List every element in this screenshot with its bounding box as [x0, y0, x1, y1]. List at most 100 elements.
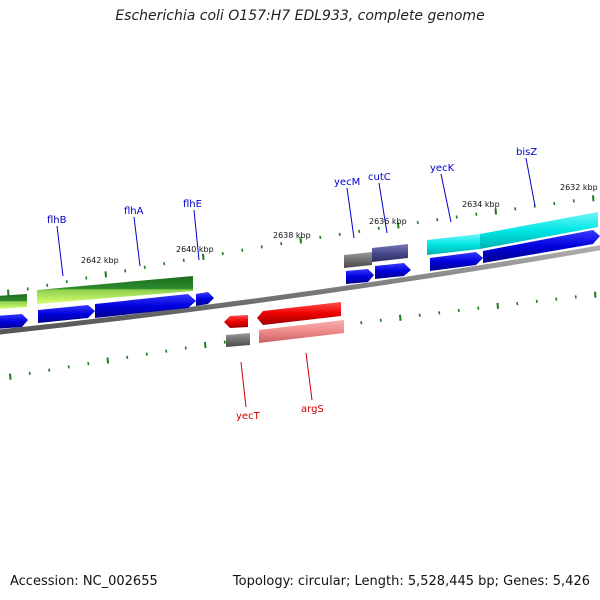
topology-text: Topology: circular; Length: 5,528,445 bp… [232, 574, 590, 589]
gene-label-flhB[interactable]: flhB [47, 215, 67, 226]
leader-argS [305, 352, 313, 401]
gene-labels: flhB flhA flhE yecM cutC yecK bisZ yecT … [47, 147, 537, 422]
green-track-left[interactable] [0, 294, 27, 309]
gene-label-yecT[interactable]: yecT [236, 411, 261, 422]
genome-backbone [0, 245, 600, 335]
major-tick [397, 222, 400, 229]
tick-marks-outer [7, 195, 595, 296]
minor-tick [124, 269, 127, 273]
reverse-feature-tracks [226, 320, 344, 347]
minor-tick [223, 340, 226, 344]
accession-text: Accession: NC_002655 [10, 574, 158, 589]
tick-label-2636: 2636 kbp [369, 217, 407, 226]
cds-bisZ[interactable] [483, 230, 600, 263]
leader-cutC [378, 182, 388, 234]
tick-label-2638: 2638 kbp [273, 231, 311, 240]
minor-tick [28, 371, 31, 376]
minor-tick [221, 251, 224, 256]
cds-yecK[interactable] [430, 252, 483, 271]
label-leaders [56, 157, 536, 408]
leader-flhA [133, 216, 141, 267]
gene-label-yecM[interactable]: yecM [334, 177, 360, 188]
cds-cutC[interactable] [375, 263, 411, 279]
minor-tick [418, 313, 421, 317]
major-tick [399, 314, 402, 321]
minor-tick [280, 242, 283, 246]
cyan-track-bisZ[interactable] [480, 212, 598, 249]
minor-tick [416, 220, 419, 225]
major-tick [7, 289, 10, 296]
gene-label-flhE[interactable]: flhE [183, 199, 202, 210]
cds-flhA[interactable] [95, 294, 196, 318]
leader-flhB [56, 225, 64, 277]
cds-flhE[interactable] [196, 292, 214, 306]
minor-tick [126, 355, 129, 359]
minor-tick [379, 318, 382, 322]
minor-tick [48, 368, 51, 372]
major-tick [202, 253, 205, 260]
gene-label-argS[interactable]: argS [301, 404, 324, 415]
leader-flhE [193, 209, 200, 261]
minor-tick [145, 352, 148, 356]
minor-tick [535, 299, 538, 303]
major-tick [494, 208, 497, 215]
cyan-track-yecK[interactable] [427, 234, 480, 255]
leader-yecK [440, 173, 452, 223]
minor-tick [241, 248, 244, 252]
pink-track-argS[interactable] [259, 320, 344, 343]
minor-tick [572, 199, 575, 203]
major-tick [299, 237, 302, 244]
cds-left[interactable] [0, 314, 28, 329]
minor-tick [87, 362, 90, 366]
cds-flhB[interactable] [38, 305, 95, 323]
cds-yecT[interactable] [224, 315, 248, 328]
minor-tick [553, 201, 556, 206]
minor-tick [516, 301, 519, 306]
major-tick [104, 271, 107, 278]
minor-tick [338, 232, 341, 236]
minor-tick [358, 229, 361, 233]
gene-label-bisZ[interactable]: bisZ [516, 147, 537, 158]
map-title: Escherichia coli O157:H7 EDL933, complet… [115, 8, 485, 24]
reverse-cds [224, 302, 341, 328]
gene-label-flhA[interactable]: flhA [124, 206, 144, 217]
minor-tick [65, 279, 68, 284]
gray-track-yecM[interactable] [344, 252, 372, 268]
major-tick [9, 373, 12, 380]
minor-tick [574, 295, 577, 299]
cds-argS[interactable] [257, 302, 341, 325]
minor-tick [438, 311, 441, 315]
minor-tick [477, 306, 480, 310]
purple-track-cutC[interactable] [372, 244, 408, 262]
minor-tick [260, 245, 263, 249]
tick-label-2634: 2634 kbp [462, 200, 500, 209]
gene-label-cutC[interactable]: cutC [368, 172, 391, 183]
cds-yecM[interactable] [346, 269, 374, 284]
gray-track-yecT[interactable] [226, 333, 250, 347]
minor-tick [184, 346, 187, 350]
leader-yecM [346, 187, 355, 239]
minor-tick [514, 207, 517, 211]
major-tick [496, 302, 499, 309]
major-tick [592, 195, 595, 202]
tick-labels: 2632 kbp 2634 kbp 2636 kbp 2638 kbp 2640… [81, 183, 598, 265]
leader-bisZ [525, 157, 536, 207]
minor-tick [143, 265, 146, 269]
minor-tick [457, 308, 460, 313]
forward-feature-tracks [0, 212, 598, 309]
minor-tick [455, 215, 458, 219]
minor-tick [475, 212, 478, 216]
minor-tick [436, 218, 439, 222]
major-tick [594, 291, 597, 298]
green-track-main[interactable] [37, 276, 193, 304]
minor-tick [360, 321, 363, 325]
gene-label-yecK[interactable]: yecK [430, 163, 455, 174]
tick-label-2642: 2642 kbp [81, 256, 119, 265]
major-tick [106, 357, 109, 364]
minor-tick [163, 262, 166, 266]
minor-tick [377, 226, 380, 230]
tick-label-2640: 2640 kbp [176, 245, 214, 254]
tick-label-2632: 2632 kbp [560, 183, 598, 192]
minor-tick [165, 349, 168, 353]
